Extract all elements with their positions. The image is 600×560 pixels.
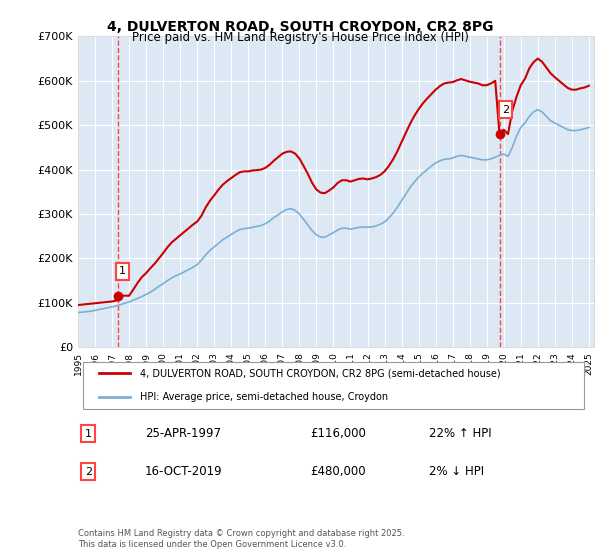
Text: Price paid vs. HM Land Registry's House Price Index (HPI): Price paid vs. HM Land Registry's House … [131,31,469,44]
Text: 2% ↓ HPI: 2% ↓ HPI [429,465,484,478]
Text: 1: 1 [85,429,92,439]
Text: 16-OCT-2019: 16-OCT-2019 [145,465,223,478]
Text: 4, DULVERTON ROAD, SOUTH CROYDON, CR2 8PG (semi-detached house): 4, DULVERTON ROAD, SOUTH CROYDON, CR2 8P… [140,368,500,379]
Text: Contains HM Land Registry data © Crown copyright and database right 2025.
This d: Contains HM Land Registry data © Crown c… [78,529,404,549]
Text: 22% ↑ HPI: 22% ↑ HPI [429,427,491,440]
Text: 4, DULVERTON ROAD, SOUTH CROYDON, CR2 8PG: 4, DULVERTON ROAD, SOUTH CROYDON, CR2 8P… [107,20,493,34]
Text: 25-APR-1997: 25-APR-1997 [145,427,221,440]
Text: HPI: Average price, semi-detached house, Croydon: HPI: Average price, semi-detached house,… [140,391,388,402]
Text: 2: 2 [85,466,92,477]
Text: 1: 1 [119,266,126,276]
Text: £116,000: £116,000 [310,427,366,440]
FancyBboxPatch shape [83,362,584,409]
Text: £480,000: £480,000 [310,465,366,478]
Text: 2: 2 [502,105,509,115]
